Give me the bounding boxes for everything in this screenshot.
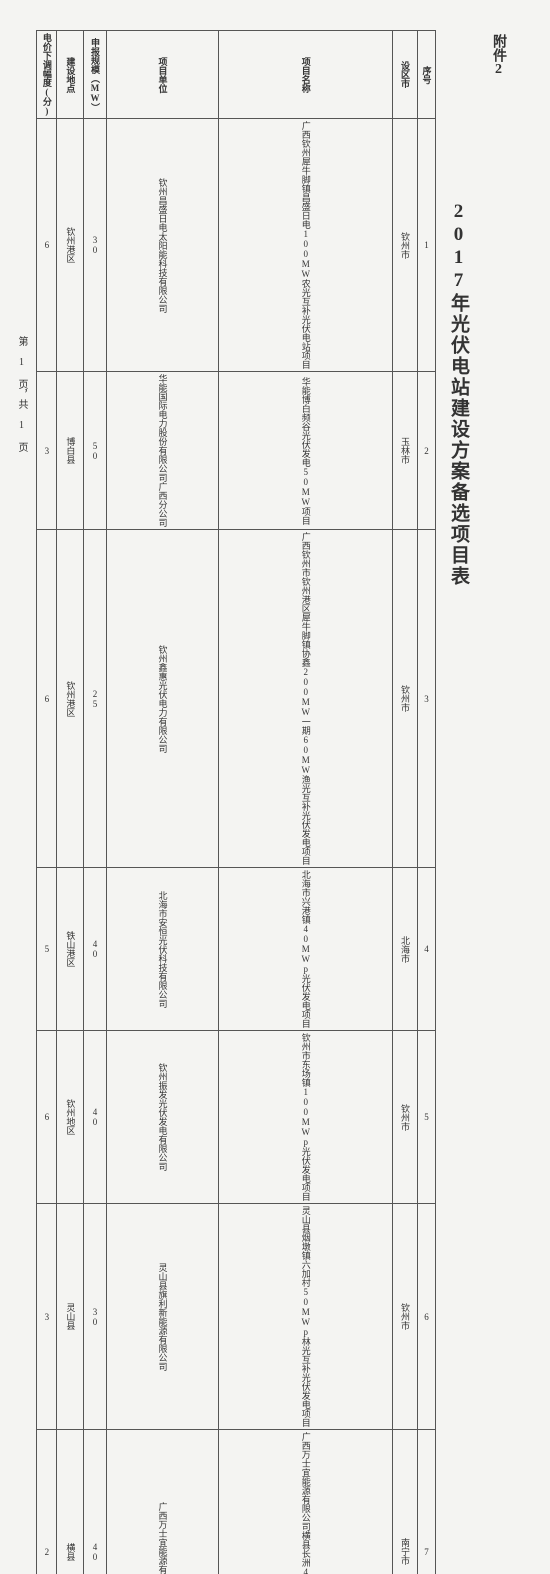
cell-loc: 钦州港区	[57, 530, 84, 868]
cell-name: 华能博白频谷光伏发电50MW项目	[219, 372, 393, 530]
page-footer: 第 1 页，共 1 页	[14, 336, 29, 452]
cell-loc: 横县	[57, 1430, 84, 1574]
cell-seq: 6	[417, 1204, 435, 1430]
cell-unit: 钦州鑫惠光伏电力有限公司	[106, 530, 219, 868]
col-header-price_drop: 电价下调幅度(分)	[37, 31, 57, 119]
cell-price: 3	[37, 372, 57, 530]
col-header-scale: 申报规模（MW）	[84, 31, 107, 119]
cell-loc: 灵山县	[57, 1204, 84, 1430]
cell-seq: 1	[417, 119, 435, 372]
cell-name: 灵山县烟墩镇六加村50MWp林光互补光伏发电项目	[219, 1204, 393, 1430]
cell-city: 钦州市	[393, 1204, 418, 1430]
table-row: 2横县40广西万士宜能源有限公司广西万士宜能源有限公司横县长洲40MWp光伏电站…	[37, 1430, 436, 1574]
table-row: 3灵山县30灵山县旗利新能源有限公司灵山县烟墩镇六加村50MWp林光互补光伏发电…	[37, 1204, 436, 1430]
cell-unit: 北海市安恒光伏科技有限公司	[106, 868, 219, 1031]
cell-unit: 钦州振发光伏发电有限公司	[106, 1031, 219, 1204]
cell-price: 2	[37, 1430, 57, 1574]
attachment-label: 附件2	[488, 34, 508, 77]
cell-unit: 广西万士宜能源有限公司	[106, 1430, 219, 1574]
cell-loc: 博白县	[57, 372, 84, 530]
document-page: 附件2 2017年光伏电站建设方案备选项目表 电价下调幅度(分)建设地点申报规模…	[0, 0, 550, 787]
cell-name: 北海市兴港镇40MWp光伏发电项目	[219, 868, 393, 1031]
cell-loc: 钦州港区	[57, 119, 84, 372]
cell-unit: 灵山县旗利新能源有限公司	[106, 1204, 219, 1430]
cell-scale: 50	[84, 372, 107, 530]
cell-price: 3	[37, 1204, 57, 1430]
cell-city: 玉林市	[393, 372, 418, 530]
table-row: 3博白县50华能国际电力股份有限公司广西分公司华能博白频谷光伏发电50MW项目玉…	[37, 372, 436, 530]
cell-price: 6	[37, 1031, 57, 1204]
cell-city: 北海市	[393, 868, 418, 1031]
table-row: 6钦州港区30钦州昌盛日电太阳能科技有限公司广西钦州犀牛脚镇昌盛日电100MW农…	[37, 119, 436, 372]
cell-city: 钦州市	[393, 1031, 418, 1204]
col-header-project_name: 项目名称	[219, 31, 393, 119]
cell-scale: 30	[84, 119, 107, 372]
cell-scale: 40	[84, 1031, 107, 1204]
projects-table: 电价下调幅度(分)建设地点申报规模（MW）项目单位项目名称设区市序号6钦州港区3…	[36, 30, 436, 1574]
cell-unit: 华能国际电力股份有限公司广西分公司	[106, 372, 219, 530]
table-row: 5铁山港区40北海市安恒光伏科技有限公司北海市兴港镇40MWp光伏发电项目北海市…	[37, 868, 436, 1031]
col-header-project_unit: 项目单位	[106, 31, 219, 119]
cell-seq: 4	[417, 868, 435, 1031]
cell-name: 广西钦州犀牛脚镇昌盛日电100MW农光互补光伏电站项目	[219, 119, 393, 372]
cell-price: 6	[37, 530, 57, 868]
col-header-city: 设区市	[393, 31, 418, 119]
page-title: 2017年光伏电站建设方案备选项目表	[445, 201, 472, 587]
cell-scale: 30	[84, 1204, 107, 1430]
cell-price: 5	[37, 868, 57, 1031]
cell-loc: 钦州地区	[57, 1031, 84, 1204]
cell-name: 钦州市东场镇100MWp光伏发电项目	[219, 1031, 393, 1204]
cell-name: 广西钦州市钦州港区犀牛脚镇协鑫200MW一期60MW渔光互补光伏发电项目	[219, 530, 393, 868]
cell-loc: 铁山港区	[57, 868, 84, 1031]
cell-name: 广西万士宜能源有限公司横县长洲40MWp光伏电站项目	[219, 1430, 393, 1574]
cell-scale: 25	[84, 530, 107, 868]
col-header-seq: 序号	[417, 31, 435, 119]
table-row: 6钦州港区25钦州鑫惠光伏电力有限公司广西钦州市钦州港区犀牛脚镇协鑫200MW一…	[37, 530, 436, 868]
cell-city: 钦州市	[393, 530, 418, 868]
cell-seq: 2	[417, 372, 435, 530]
cell-scale: 40	[84, 1430, 107, 1574]
cell-seq: 3	[417, 530, 435, 868]
cell-city: 钦州市	[393, 119, 418, 372]
table-header-row: 电价下调幅度(分)建设地点申报规模（MW）项目单位项目名称设区市序号	[37, 31, 436, 119]
cell-scale: 40	[84, 868, 107, 1031]
cell-price: 6	[37, 119, 57, 372]
cell-seq: 7	[417, 1430, 435, 1574]
col-header-location: 建设地点	[57, 31, 84, 119]
cell-seq: 5	[417, 1031, 435, 1204]
cell-city: 南宁市	[393, 1430, 418, 1574]
table-row: 6钦州地区40钦州振发光伏发电有限公司钦州市东场镇100MWp光伏发电项目钦州市…	[37, 1031, 436, 1204]
cell-unit: 钦州昌盛日电太阳能科技有限公司	[106, 119, 219, 372]
